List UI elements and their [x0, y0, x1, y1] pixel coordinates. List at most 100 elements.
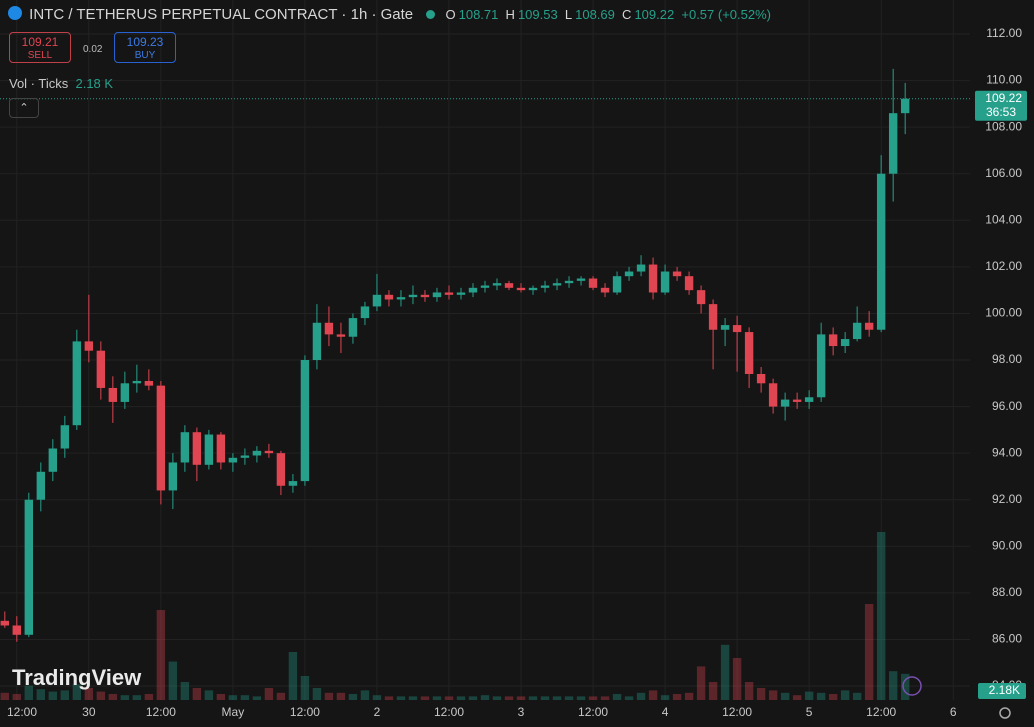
candle-body [684, 276, 694, 291]
volume-bar [720, 644, 730, 700]
candle-body [408, 294, 418, 298]
candle-body [648, 264, 658, 293]
volume-bar [432, 696, 442, 700]
volume-bar [396, 696, 406, 700]
candle-body [144, 380, 154, 386]
candle-body [108, 387, 118, 402]
candle-body [792, 399, 802, 402]
volume-label: Vol · Ticks [9, 76, 69, 91]
price-tag-price: 109.22 [985, 91, 1022, 105]
volume-bar [24, 685, 34, 700]
volume-bar [648, 690, 658, 700]
y-tick-label: 106.00 [985, 166, 1022, 180]
candle-body [672, 271, 682, 277]
y-tick-label: 94.00 [992, 445, 1022, 459]
ohlc-label: O [445, 7, 456, 22]
candle-body [336, 334, 346, 337]
x-tick-label: 12:00 [290, 705, 320, 719]
volume-bar [504, 696, 514, 700]
x-tick-label: 3 [518, 705, 525, 719]
volume-bar [120, 695, 130, 700]
candle-body [528, 287, 538, 291]
y-tick-label: 112.00 [986, 26, 1022, 40]
volume-bar [240, 695, 250, 700]
candle-body [504, 283, 514, 288]
buy-button[interactable]: 109.23 BUY [114, 32, 176, 63]
volume-bar [408, 696, 418, 700]
candle-body [636, 264, 646, 272]
volume-tag [978, 683, 1026, 699]
candle-body [588, 278, 598, 288]
volume-bar [684, 692, 694, 700]
volume-bar [516, 696, 526, 700]
candle-body [168, 462, 178, 491]
volume-bar [840, 690, 850, 700]
candle-body [72, 341, 82, 426]
volume-bar [324, 692, 334, 700]
candle-body [612, 276, 622, 293]
volume-bar [528, 696, 538, 700]
volume-bar [168, 661, 178, 700]
candle-body [780, 399, 790, 407]
candle-body [720, 325, 730, 330]
x-tick-label: 12:00 [866, 705, 896, 719]
volume-bar [744, 682, 754, 700]
volume-bar [456, 696, 466, 700]
volume-bar [312, 688, 322, 700]
price-tag-countdown: 36:53 [986, 105, 1016, 119]
candle-body [60, 425, 70, 449]
candle-body [576, 278, 586, 281]
volume-value: 2.18 K [75, 76, 114, 91]
buy-label: BUY [134, 50, 156, 61]
candle-body [492, 283, 502, 286]
volume-bar [480, 695, 490, 700]
candle-body [156, 385, 166, 491]
candle-body [480, 285, 490, 288]
settings-icon [999, 707, 1011, 719]
ohlc-value: 108.71 [458, 7, 499, 22]
ohlc-value: 109.22 [634, 7, 675, 22]
change: +0.57 (+0.52%) [681, 7, 771, 22]
volume-bar [216, 694, 226, 700]
volume-bar [552, 696, 562, 700]
volume-bar [228, 695, 238, 700]
candle-body [540, 285, 550, 288]
candle-body [876, 173, 886, 330]
ohlc-label: H [505, 7, 515, 22]
candle-body [708, 304, 718, 330]
candle-body [216, 434, 226, 463]
volume-bar [144, 694, 154, 700]
collapse-button[interactable]: ⌃ [9, 98, 39, 118]
candle-body [192, 432, 202, 465]
candle-body [864, 322, 874, 330]
volume-bar [372, 695, 382, 700]
volume-bar [876, 532, 886, 700]
candle-body [360, 306, 370, 319]
volume-bar [444, 696, 454, 700]
volume-bar [156, 610, 166, 700]
candle-body [900, 98, 910, 114]
candle-body [180, 432, 190, 463]
volume-bar [600, 696, 610, 700]
candle-body [96, 350, 106, 388]
y-tick-label: 92.00 [992, 492, 1022, 506]
volume-bar [732, 658, 742, 700]
title: INTC / TETHERUS PERPETUAL CONTRACT · 1h … [29, 6, 414, 23]
price-tag [975, 90, 1027, 121]
volume-bar [132, 695, 142, 700]
candle-body [312, 322, 322, 361]
volume-bar [60, 690, 70, 700]
volume-bar [492, 696, 502, 700]
candle-body [228, 457, 238, 463]
volume-bar [816, 692, 826, 700]
candle-body [456, 292, 466, 295]
sell-button[interactable]: 109.21 SELL [9, 32, 71, 63]
candle-body [660, 271, 670, 293]
sell-price: 109.21 [21, 35, 59, 49]
ohlc-value: 108.69 [575, 7, 615, 22]
candle-body [828, 334, 838, 347]
volume-bar [72, 684, 82, 700]
candle-body [48, 448, 58, 472]
